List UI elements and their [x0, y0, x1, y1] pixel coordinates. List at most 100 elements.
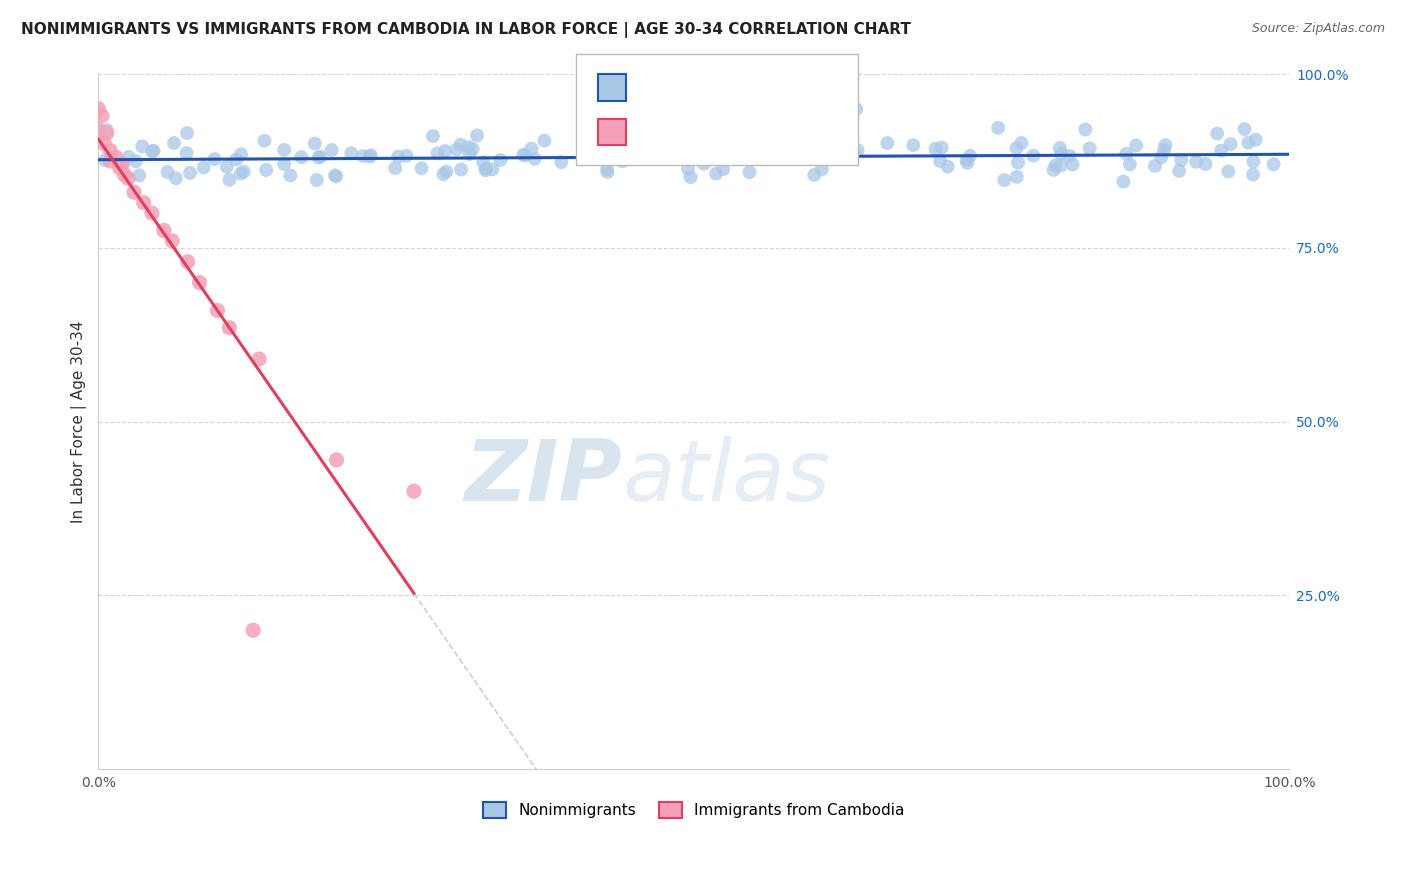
Point	[1219, 137, 1241, 152]
Point	[730, 149, 752, 163]
Point	[1237, 136, 1260, 150]
Point	[1143, 159, 1166, 173]
Point	[122, 185, 145, 199]
Point	[87, 122, 110, 136]
Point	[512, 147, 534, 161]
Point	[1074, 122, 1097, 136]
Point	[273, 143, 295, 157]
Point	[111, 156, 134, 170]
Point	[98, 153, 121, 168]
Point	[1233, 122, 1256, 136]
Point	[360, 148, 382, 162]
Point	[612, 154, 634, 169]
Point	[176, 254, 198, 268]
Point	[1049, 159, 1071, 173]
Point	[141, 145, 163, 159]
Point	[402, 484, 425, 499]
Point	[706, 149, 728, 163]
Text: ZIP: ZIP	[465, 436, 623, 519]
Point	[1206, 127, 1229, 141]
Point	[280, 169, 302, 183]
Point	[352, 149, 374, 163]
Point	[422, 128, 444, 143]
Point	[1153, 143, 1175, 157]
Point	[309, 150, 332, 164]
Point	[576, 118, 599, 132]
Point	[461, 142, 484, 156]
Point	[1115, 146, 1137, 161]
Point	[929, 153, 952, 168]
Point	[87, 102, 110, 116]
Point	[242, 624, 264, 638]
Point	[734, 150, 756, 164]
Text: atlas: atlas	[623, 436, 831, 519]
Point	[128, 169, 150, 183]
Point	[1263, 157, 1285, 171]
Point	[304, 136, 326, 151]
Point	[959, 149, 981, 163]
Point	[434, 164, 457, 178]
Point	[340, 146, 363, 161]
Point	[1005, 169, 1028, 184]
Point	[1241, 154, 1264, 169]
Point	[218, 172, 240, 186]
Point	[141, 206, 163, 220]
Point	[1059, 149, 1081, 163]
Point	[204, 152, 226, 166]
Point	[596, 162, 619, 177]
Text: R =: R =	[637, 78, 673, 96]
Text: R =: R =	[637, 123, 673, 141]
Point	[384, 161, 406, 175]
Point	[955, 153, 977, 167]
Point	[253, 134, 276, 148]
Point	[229, 167, 252, 181]
Point	[458, 147, 481, 161]
Point	[125, 154, 148, 169]
Point	[1185, 154, 1208, 169]
Point	[450, 137, 472, 152]
Point	[585, 144, 607, 158]
Point	[273, 157, 295, 171]
Point	[755, 146, 778, 161]
Text: 0.029: 0.029	[679, 78, 731, 96]
Point	[830, 144, 852, 158]
Point	[956, 156, 979, 170]
Point	[247, 352, 270, 367]
Point	[1154, 138, 1177, 153]
Point	[987, 120, 1010, 135]
Point	[602, 145, 624, 160]
Point	[426, 146, 449, 161]
Point	[800, 137, 823, 152]
Point	[550, 155, 572, 169]
Point	[111, 157, 134, 171]
Point	[903, 138, 925, 153]
Point	[650, 145, 672, 160]
Point	[94, 153, 117, 168]
Point	[1045, 158, 1067, 172]
Point	[696, 140, 718, 154]
Point	[325, 169, 347, 184]
Point	[290, 150, 312, 164]
Text: N =: N =	[738, 78, 775, 96]
Point	[156, 165, 179, 179]
Point	[215, 160, 238, 174]
Point	[489, 153, 512, 167]
Point	[359, 149, 381, 163]
Point	[474, 161, 496, 176]
Point	[179, 166, 201, 180]
Point	[132, 195, 155, 210]
Point	[323, 169, 346, 183]
Text: 25: 25	[778, 123, 800, 141]
Legend: Nonimmigrants, Immigrants from Cambodia: Nonimmigrants, Immigrants from Cambodia	[477, 796, 911, 824]
Point	[1007, 155, 1029, 169]
Point	[710, 146, 733, 161]
Point	[738, 165, 761, 179]
Point	[936, 160, 959, 174]
Text: -0.432: -0.432	[679, 123, 738, 141]
Point	[693, 157, 716, 171]
Point	[515, 148, 537, 162]
Point	[700, 148, 723, 162]
Point	[142, 144, 165, 158]
Point	[811, 162, 834, 177]
Text: N =: N =	[738, 123, 775, 141]
